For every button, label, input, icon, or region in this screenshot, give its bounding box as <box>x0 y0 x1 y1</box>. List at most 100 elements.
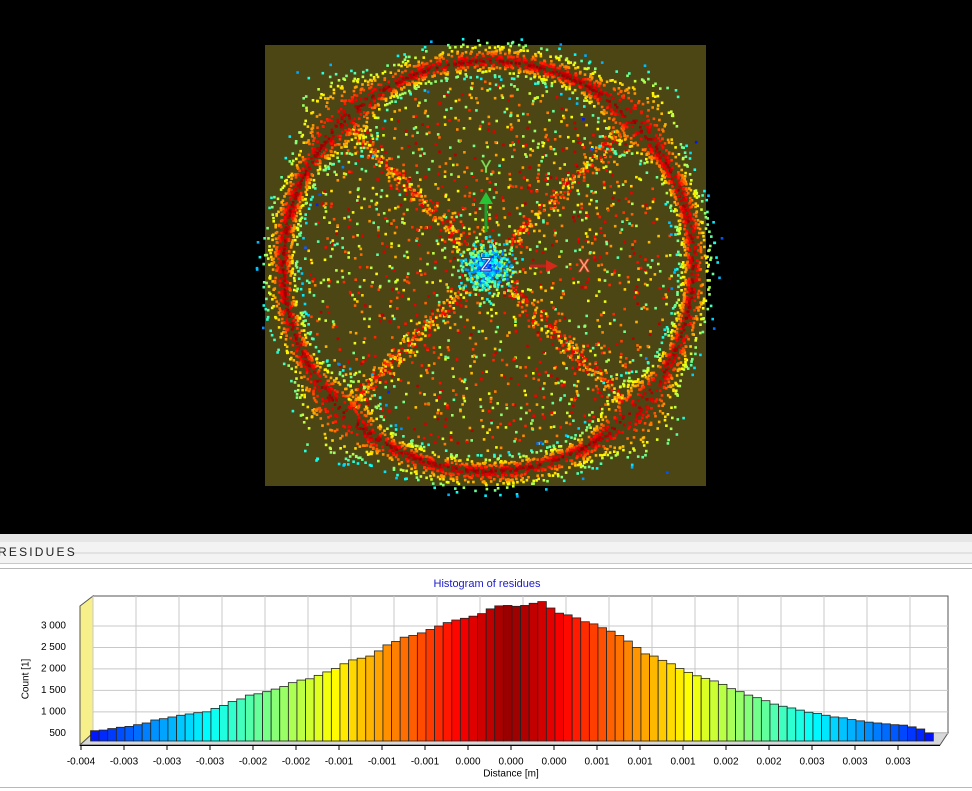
point <box>576 134 580 137</box>
point <box>474 218 477 221</box>
point <box>365 68 369 72</box>
point <box>577 325 580 329</box>
point <box>606 270 609 274</box>
point <box>631 247 634 250</box>
point <box>354 371 358 375</box>
point <box>441 306 445 310</box>
point <box>270 306 274 310</box>
point <box>466 235 469 239</box>
point <box>540 318 544 322</box>
point <box>577 427 580 430</box>
point <box>373 151 377 155</box>
point <box>565 367 568 370</box>
point <box>444 449 448 452</box>
point <box>323 190 326 193</box>
point <box>581 477 585 481</box>
point <box>631 337 635 340</box>
point <box>464 305 468 308</box>
point <box>287 312 291 315</box>
point <box>314 222 318 226</box>
point <box>499 266 502 270</box>
point <box>603 234 606 237</box>
point <box>607 160 610 164</box>
point <box>702 235 705 238</box>
point <box>394 255 397 259</box>
point <box>496 283 500 287</box>
point <box>558 79 561 82</box>
point <box>476 263 480 267</box>
point <box>533 97 537 100</box>
point <box>519 225 523 229</box>
point <box>403 222 406 225</box>
point <box>417 148 421 151</box>
point <box>608 451 612 454</box>
point <box>593 448 597 452</box>
point <box>457 473 461 476</box>
point <box>604 142 608 146</box>
point <box>332 154 335 157</box>
point <box>327 284 331 288</box>
point <box>452 398 456 402</box>
point <box>656 427 659 430</box>
point <box>424 109 427 113</box>
point <box>588 157 592 160</box>
point <box>352 89 356 93</box>
point <box>572 350 575 353</box>
point <box>493 52 496 56</box>
point <box>488 264 492 267</box>
point <box>538 240 541 244</box>
point <box>293 284 297 288</box>
point <box>581 169 585 173</box>
point <box>496 474 500 478</box>
point <box>572 140 575 143</box>
point <box>577 181 581 184</box>
point <box>392 219 396 222</box>
point <box>367 420 370 423</box>
point <box>475 254 478 257</box>
point <box>298 209 302 213</box>
point <box>376 116 380 120</box>
point <box>422 460 425 464</box>
point <box>362 279 366 282</box>
point <box>421 198 425 202</box>
point <box>354 234 358 237</box>
point <box>444 225 448 229</box>
point <box>395 168 399 172</box>
point <box>658 398 662 402</box>
point <box>349 372 352 376</box>
point <box>374 439 378 443</box>
point <box>395 296 399 300</box>
point <box>348 170 351 174</box>
point <box>566 79 569 83</box>
point <box>331 320 335 323</box>
point <box>594 258 597 262</box>
point <box>513 229 517 233</box>
point <box>555 459 559 462</box>
point <box>531 419 534 422</box>
point <box>432 351 436 354</box>
point <box>438 165 442 168</box>
point <box>414 406 418 409</box>
point <box>571 82 574 85</box>
point <box>559 334 563 337</box>
point <box>362 139 365 143</box>
point <box>366 438 369 441</box>
point <box>661 318 664 322</box>
point <box>324 319 327 322</box>
point <box>481 469 484 472</box>
point <box>471 348 475 351</box>
point <box>451 212 455 215</box>
point <box>458 243 461 246</box>
point <box>505 239 508 243</box>
point <box>573 150 577 154</box>
point <box>461 462 464 466</box>
point <box>437 408 440 412</box>
point <box>331 421 335 424</box>
point <box>287 216 290 219</box>
point <box>312 389 315 393</box>
point <box>556 377 559 381</box>
point <box>485 487 489 491</box>
point <box>344 394 348 398</box>
point <box>429 474 432 478</box>
point <box>407 238 411 242</box>
